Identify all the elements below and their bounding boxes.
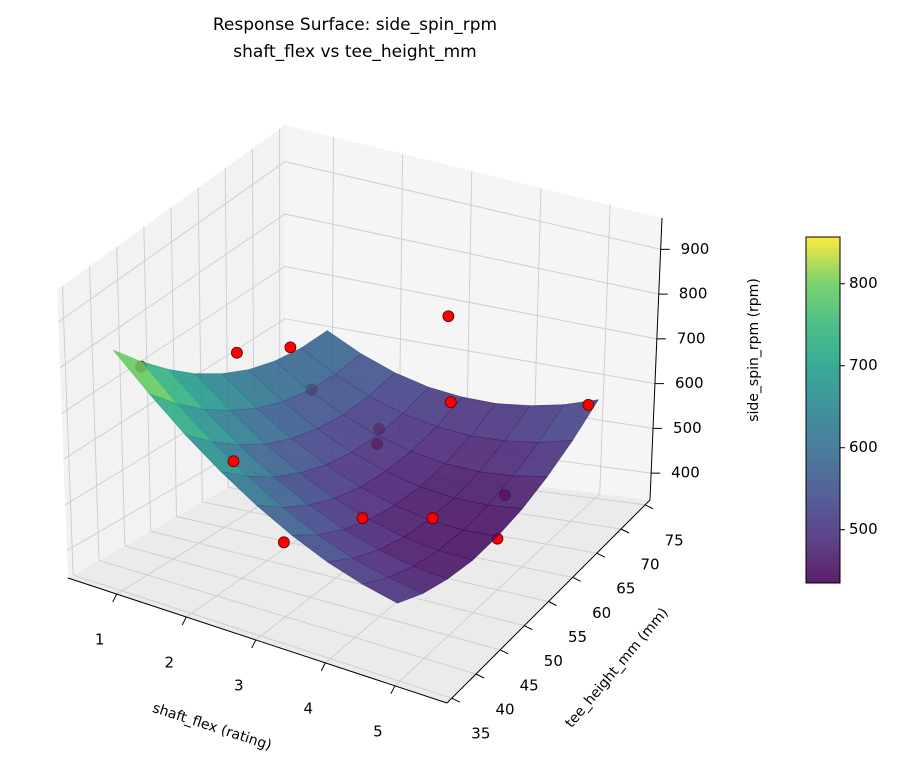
data-point — [427, 513, 438, 524]
x-tick — [113, 594, 117, 602]
y-tick-label: 50 — [544, 652, 563, 670]
y-tick — [597, 553, 605, 557]
x-tick — [252, 640, 256, 648]
data-point — [285, 342, 296, 353]
data-point — [228, 456, 239, 467]
y-tick — [524, 626, 532, 630]
x-tick-label: 4 — [304, 699, 314, 717]
colorbar: 500 600 700 800 — [806, 237, 878, 583]
z-tick-label: 400 — [671, 464, 700, 482]
data-point — [278, 537, 289, 548]
y-tick — [500, 650, 508, 654]
x-tick-label: 1 — [95, 631, 105, 649]
z-tick-label: 700 — [677, 329, 706, 347]
y-tick — [476, 674, 484, 678]
y-axis-label: tee_height_mm (mm) — [562, 605, 671, 731]
y-tick-label: 75 — [665, 531, 684, 549]
y-tick-label: 35 — [471, 725, 490, 743]
data-point — [231, 347, 242, 358]
z-tick-label: 600 — [675, 374, 704, 392]
colorbar-tick-label: 700 — [849, 356, 878, 374]
x-tick — [182, 617, 186, 625]
y-tick — [452, 698, 460, 702]
data-point — [443, 311, 454, 322]
data-point — [583, 399, 594, 410]
colorbar-tick-label: 800 — [849, 274, 878, 292]
z-tick-label: 800 — [679, 285, 708, 303]
x-tick-label: 2 — [164, 653, 174, 671]
y-tick — [621, 529, 629, 533]
x-tick-label: 3 — [234, 676, 244, 694]
z-tick-label: 900 — [681, 240, 710, 258]
data-point — [357, 513, 368, 524]
y-tick-label: 40 — [495, 701, 514, 719]
x-tick-label: 5 — [373, 722, 383, 740]
y-tick-label: 55 — [568, 628, 587, 646]
y-tick — [573, 577, 581, 581]
x-tick — [321, 663, 325, 671]
y-tick-label: 65 — [616, 580, 635, 598]
y-tick — [645, 505, 653, 509]
chart-title: Response Surface: side_spin_rpm — [213, 15, 497, 35]
x-axis-label: shaft_flex (rating) — [150, 700, 273, 754]
z-tick-label: 500 — [673, 419, 702, 437]
y-tick-label: 60 — [592, 604, 611, 622]
data-point — [445, 397, 456, 408]
colorbar-tick-label: 500 — [849, 520, 878, 538]
y-tick — [549, 602, 557, 606]
x-tick — [391, 686, 395, 694]
colorbar-tick-label: 600 — [849, 438, 878, 456]
y-tick-label: 45 — [520, 676, 539, 694]
colorbar-fill — [806, 237, 840, 583]
z-axis-label: side_spin_rpm (rpm) — [746, 278, 762, 422]
y-tick-label: 70 — [640, 556, 659, 574]
chart-subtitle: shaft_flex vs tee_height_mm — [233, 42, 476, 62]
